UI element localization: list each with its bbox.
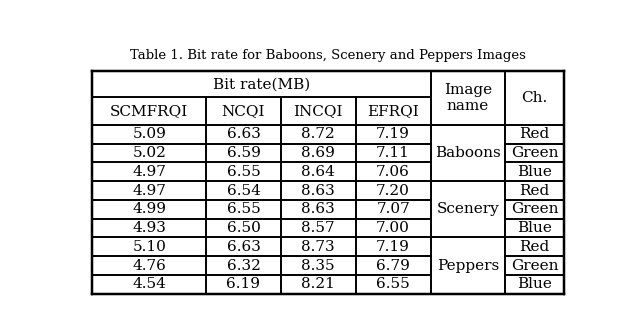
- Text: Table 1. Bit rate for Baboons, Scenery and Peppers Images: Table 1. Bit rate for Baboons, Scenery a…: [130, 49, 526, 62]
- Text: Image
name: Image name: [444, 83, 492, 113]
- Text: Blue: Blue: [517, 221, 552, 235]
- Text: 8.35: 8.35: [301, 259, 335, 273]
- Text: 6.32: 6.32: [227, 259, 260, 273]
- Text: 4.97: 4.97: [132, 165, 166, 179]
- Text: 6.63: 6.63: [227, 240, 260, 254]
- Text: Red: Red: [520, 240, 550, 254]
- Text: 6.63: 6.63: [227, 127, 260, 141]
- Text: Peppers: Peppers: [437, 259, 499, 273]
- Text: SCMFRQI: SCMFRQI: [110, 104, 188, 118]
- Text: 8.72: 8.72: [301, 127, 335, 141]
- Text: 5.02: 5.02: [132, 146, 166, 160]
- Text: 6.19: 6.19: [227, 278, 260, 291]
- Text: 6.55: 6.55: [376, 278, 410, 291]
- Text: INCQI: INCQI: [294, 104, 343, 118]
- Text: Red: Red: [520, 127, 550, 141]
- Text: 6.79: 6.79: [376, 259, 410, 273]
- Text: 6.55: 6.55: [227, 202, 260, 216]
- Text: 7.00: 7.00: [376, 221, 410, 235]
- Text: 8.21: 8.21: [301, 278, 335, 291]
- Text: 6.54: 6.54: [227, 183, 260, 198]
- Text: Red: Red: [520, 183, 550, 198]
- Text: 4.76: 4.76: [132, 259, 166, 273]
- Text: 4.99: 4.99: [132, 202, 166, 216]
- Text: Blue: Blue: [517, 278, 552, 291]
- Text: 7.19: 7.19: [376, 240, 410, 254]
- Text: Ch.: Ch.: [522, 91, 548, 105]
- Text: 8.63: 8.63: [301, 202, 335, 216]
- Text: EFRQI: EFRQI: [367, 104, 419, 118]
- Text: 8.64: 8.64: [301, 165, 335, 179]
- Text: 7.19: 7.19: [376, 127, 410, 141]
- Text: 7.20: 7.20: [376, 183, 410, 198]
- Text: Green: Green: [511, 146, 558, 160]
- Text: 5.09: 5.09: [132, 127, 166, 141]
- Text: Green: Green: [511, 202, 558, 216]
- Text: 6.50: 6.50: [227, 221, 260, 235]
- Text: 4.54: 4.54: [132, 278, 166, 291]
- Text: 8.73: 8.73: [301, 240, 335, 254]
- Text: 4.97: 4.97: [132, 183, 166, 198]
- Text: 7.06: 7.06: [376, 165, 410, 179]
- Text: Bit rate(MB): Bit rate(MB): [213, 77, 310, 91]
- Text: 6.59: 6.59: [227, 146, 260, 160]
- Text: 5.10: 5.10: [132, 240, 166, 254]
- Text: 6.55: 6.55: [227, 165, 260, 179]
- Text: 8.57: 8.57: [301, 221, 335, 235]
- Text: 8.69: 8.69: [301, 146, 335, 160]
- Text: 4.93: 4.93: [132, 221, 166, 235]
- Text: Scenery: Scenery: [436, 202, 499, 216]
- Text: Green: Green: [511, 259, 558, 273]
- Text: Baboons: Baboons: [435, 146, 501, 160]
- Text: 7.11: 7.11: [376, 146, 410, 160]
- Text: 8.63: 8.63: [301, 183, 335, 198]
- Text: 7.07: 7.07: [376, 202, 410, 216]
- Text: NCQI: NCQI: [221, 104, 265, 118]
- Text: Blue: Blue: [517, 165, 552, 179]
